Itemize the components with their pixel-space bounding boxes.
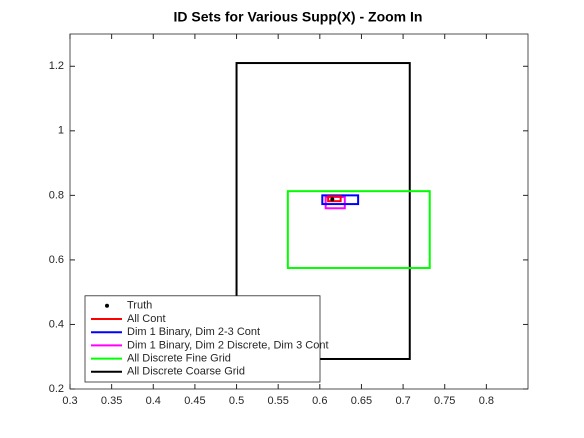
legend-label: Dim 1 Binary, Dim 2 Discrete, Dim 3 Cont [127,339,329,351]
y-tick-label: 0.4 [49,318,64,330]
x-tick-label: 0.65 [351,395,372,407]
x-tick-label: 0.45 [184,395,205,407]
x-tick-label: 0.35 [101,395,122,407]
legend-label: Truth [127,300,152,312]
truth-point [330,197,335,202]
legend-label: All Cont [127,313,166,325]
x-tick-label: 0.6 [312,395,327,407]
y-tick-label: 0.2 [49,383,64,395]
x-tick-label: 0.75 [434,395,455,407]
id-set [327,195,342,203]
x-tick-label: 0.8 [479,395,494,407]
axes-box [69,33,529,390]
y-tick-label: 1.2 [49,60,64,72]
x-tick-label: 0.3 [62,395,77,407]
x-tick-label: 0.55 [267,395,288,407]
x-tick-label: 0.7 [395,395,410,407]
legend-box [84,295,321,383]
y-tick-label: 0.8 [49,189,64,201]
x-tick-label: 0.5 [229,395,244,407]
y-tick-label: 1 [58,125,64,137]
y-tick-label: 0.6 [49,254,64,266]
id-set [286,190,431,269]
legend-label: All Discrete Fine Grid [127,353,231,365]
id-set [235,62,411,360]
x-tick-label: 0.4 [146,395,161,407]
legend-label: Dim 1 Binary, Dim 2-3 Cont [127,326,260,338]
chart-title: ID Sets for Various Supp(X) - Zoom In [174,9,423,25]
legend-marker [105,303,109,308]
legend-label: All Discrete Coarse Grid [127,366,245,378]
